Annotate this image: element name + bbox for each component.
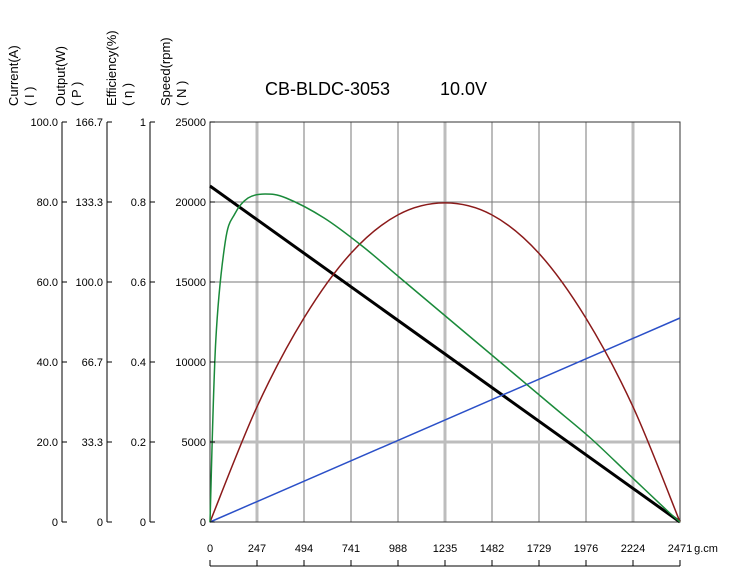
y-axis-title: Speed(rpm) [158, 37, 173, 106]
plot-frame [209, 121, 681, 523]
y-tick-label: 100.0 [30, 117, 58, 129]
y-tick-label: 166.7 [75, 117, 103, 129]
x-tick-label: 0 [207, 543, 213, 555]
y-tick-label: 40.0 [37, 357, 58, 369]
x-tick-label: 1976 [574, 543, 598, 555]
y-tick-label: 80.0 [37, 197, 58, 209]
y-tick-label: 0.8 [131, 197, 146, 209]
series-line-current-a [209, 317, 681, 523]
y-tick-label: 0.2 [131, 437, 146, 449]
y-tick-label: 0 [97, 517, 103, 529]
y-tick-label: 60.0 [37, 277, 58, 289]
y-tick-label: 0 [200, 517, 206, 529]
series-line-efficiency [209, 193, 681, 523]
y-tick-label: 100.0 [75, 277, 103, 289]
y-tick-label: 0 [140, 517, 146, 529]
y-axis-symbol: ( I ) [22, 87, 37, 107]
y-axis-title: Current(A) [6, 45, 21, 106]
x-tick-label: 988 [389, 543, 407, 555]
y-tick-label: 1 [140, 117, 146, 129]
x-tick-label: 247 [248, 543, 266, 555]
x-tick-label: 1482 [480, 543, 504, 555]
y-axis-title: Efficiency(%) [104, 30, 119, 106]
y-tick-label: 15000 [175, 277, 206, 289]
x-tick-label: 494 [295, 543, 313, 555]
series-line-speed-rpm [209, 184, 681, 524]
chart-voltage: 10.0V [440, 79, 487, 99]
y-tick-label: 10000 [175, 357, 206, 369]
y-tick-label: 20000 [175, 197, 206, 209]
x-tick-label: 741 [342, 543, 360, 555]
x-unit-label: g.cm [694, 543, 718, 555]
y-axis-symbol: ( N ) [174, 81, 189, 106]
y-axis-symbol: ( η ) [120, 83, 135, 106]
y-tick-label: 66.7 [82, 357, 103, 369]
y-tick-label: 25000 [175, 117, 206, 129]
x-tick-label: 2471 [668, 543, 692, 555]
chart-title: CB-BLDC-3053 [265, 79, 390, 99]
series-line-output-w [209, 202, 681, 523]
y-tick-label: 5000 [182, 437, 206, 449]
y-axis-title: Output(W) [53, 46, 68, 106]
y-axis-symbol: ( P ) [69, 82, 84, 106]
y-tick-label: 33.3 [82, 437, 103, 449]
y-tick-label: 0 [52, 517, 58, 529]
y-tick-label: 0.4 [131, 357, 146, 369]
x-tick-label: 2224 [621, 543, 645, 555]
y-tick-label: 133.3 [75, 197, 103, 209]
y-tick-label: 0.6 [131, 277, 146, 289]
y-tick-label: 20.0 [37, 437, 58, 449]
x-tick-label: 1235 [433, 543, 457, 555]
x-tick-label: 1729 [527, 543, 551, 555]
